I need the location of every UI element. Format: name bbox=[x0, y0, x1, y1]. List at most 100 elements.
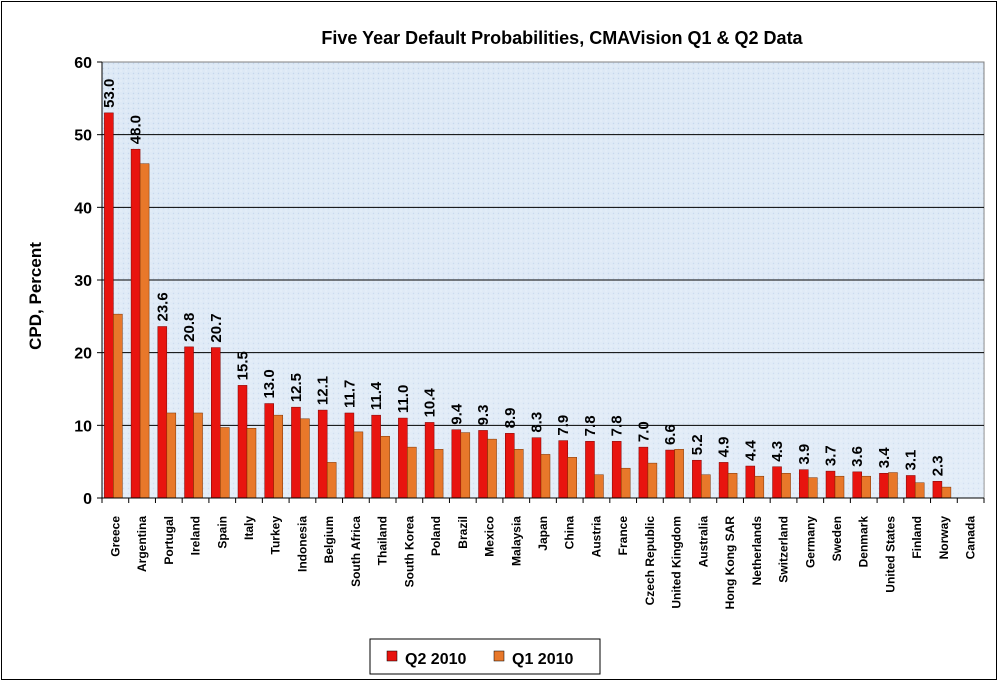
bar-q2-portugal bbox=[157, 326, 168, 499]
bar-q1-brazil bbox=[460, 432, 471, 499]
bar-q2-italy bbox=[237, 385, 248, 499]
data-label: 23.6 bbox=[154, 292, 171, 321]
bar-q1-denmark bbox=[861, 475, 871, 499]
x-tick-label: Austria bbox=[589, 516, 603, 558]
gridlines bbox=[102, 134, 984, 426]
y-tick-labels: 0 10 20 30 40 50 60 bbox=[74, 55, 92, 508]
data-label: 12.5 bbox=[288, 373, 305, 402]
x-tick-label: Netherlands bbox=[750, 516, 764, 586]
data-label: 13.0 bbox=[261, 369, 278, 398]
bar-q2-france bbox=[611, 441, 622, 499]
bar-q1-united-kingdom bbox=[674, 449, 684, 499]
data-label: 9.3 bbox=[475, 405, 492, 426]
bar-q2-united-states bbox=[879, 473, 889, 499]
bar-q2-poland bbox=[424, 422, 435, 499]
x-tick-label: Switzerland bbox=[777, 516, 791, 583]
data-label: 4.4 bbox=[742, 440, 759, 462]
bar-q1-mexico bbox=[487, 438, 497, 499]
bar-q2-denmark bbox=[852, 471, 862, 499]
x-tick-label: Brazil bbox=[456, 516, 470, 549]
data-label: 10.4 bbox=[422, 388, 439, 418]
x-tick-label: Norway bbox=[937, 516, 951, 560]
bar-q1-china bbox=[567, 457, 577, 499]
bar-q2-mexico bbox=[478, 430, 488, 499]
data-label: 12.1 bbox=[315, 376, 332, 405]
y-tick-label: 40 bbox=[74, 200, 92, 217]
x-tick-label: Belgium bbox=[322, 516, 336, 563]
y-axis-title: CPD, Percent bbox=[26, 242, 45, 350]
x-tick-label: Italy bbox=[242, 516, 256, 540]
chart-title: Five Year Default Probabilities, CMAVisi… bbox=[321, 28, 803, 48]
data-label: 20.8 bbox=[181, 313, 198, 342]
bar-q1-portugal bbox=[166, 412, 177, 499]
bar-q2-norway bbox=[932, 481, 943, 499]
data-label: 3.7 bbox=[823, 445, 840, 466]
x-tick-label: Australia bbox=[696, 516, 710, 568]
bar-q1-poland bbox=[433, 449, 444, 499]
legend-swatch-q1 bbox=[493, 650, 505, 662]
data-label: 8.3 bbox=[529, 412, 546, 433]
x-tick-label: Finland bbox=[910, 516, 924, 559]
bar-q1-austria bbox=[594, 474, 604, 499]
y-tick-label: 60 bbox=[74, 55, 92, 72]
bar-q1-argentina bbox=[139, 163, 150, 499]
bar-q2-germany bbox=[799, 469, 809, 499]
bar-q1-spain bbox=[220, 427, 230, 499]
bar-q1-italy bbox=[246, 427, 257, 499]
legend-label-q2: Q2 2010 bbox=[405, 651, 466, 668]
y-tick-label: 30 bbox=[74, 273, 92, 290]
data-label: 3.6 bbox=[849, 446, 866, 467]
x-tick-label: Spain bbox=[215, 516, 229, 549]
bar-q1-indonesia bbox=[300, 418, 310, 499]
x-tick-label: Japan bbox=[536, 516, 550, 551]
bar-q2-brazil bbox=[451, 429, 462, 499]
bar-q2-indonesia bbox=[291, 406, 301, 499]
bar-q1-japan bbox=[540, 454, 551, 499]
legend: Q2 2010 Q1 2010 bbox=[369, 638, 601, 675]
y-tick-label: 20 bbox=[74, 346, 92, 363]
x-tick-label: Thailand bbox=[376, 516, 390, 565]
x-tick-label: Turkey bbox=[269, 516, 283, 555]
data-label: 3.4 bbox=[876, 447, 893, 469]
x-tick-label: Malaysia bbox=[509, 516, 523, 566]
y-tick-label: 10 bbox=[74, 418, 92, 435]
data-label: 3.1 bbox=[903, 450, 920, 471]
data-label: 4.9 bbox=[716, 437, 733, 458]
bar-q1-switzerland bbox=[781, 473, 791, 499]
data-label: 5.2 bbox=[689, 434, 706, 455]
bar-q1-sweden bbox=[834, 475, 845, 499]
bar-q1-south-korea bbox=[407, 446, 417, 499]
bar-q2-united-kingdom bbox=[665, 449, 675, 499]
x-tick-label: Ireland bbox=[189, 516, 203, 555]
y-tick-label: 0 bbox=[83, 491, 92, 508]
x-tick-label: France bbox=[616, 516, 630, 556]
data-label: 11.0 bbox=[395, 385, 412, 413]
x-tick-labels: Greece Argentina Portugal Ireland Spain Italy… bbox=[108, 516, 977, 610]
bar-q2-spain bbox=[211, 347, 221, 499]
bar-q1-norway bbox=[941, 486, 952, 499]
bar-q2-south-korea bbox=[398, 417, 408, 499]
bar-q1-netherlands bbox=[754, 475, 765, 499]
bar-q2-hong-kong-sar bbox=[718, 462, 729, 499]
x-tick-label: Sweden bbox=[830, 516, 844, 561]
bar-q2-south-africa bbox=[344, 412, 355, 499]
x-tick-label: Poland bbox=[429, 516, 443, 556]
bar-q1-south-africa bbox=[353, 431, 364, 499]
bar-q1-ireland bbox=[193, 412, 203, 499]
bar-q2-greece bbox=[104, 112, 114, 499]
bar-q1-germany bbox=[808, 477, 818, 499]
x-tick-label: Argentina bbox=[135, 516, 149, 572]
bar-q2-austria bbox=[585, 441, 595, 499]
x-tick-label: Canada bbox=[964, 516, 978, 560]
bar-q2-turkey bbox=[264, 403, 274, 499]
data-label: 53.0 bbox=[101, 79, 118, 108]
y-tick-label: 50 bbox=[74, 128, 92, 145]
bar-q1-finland bbox=[914, 482, 925, 499]
x-tick-label: Germany bbox=[803, 516, 817, 568]
bar-q1-thailand bbox=[380, 435, 390, 499]
bar-q1-malaysia bbox=[514, 449, 524, 499]
x-tick-label: United Kingdom bbox=[670, 516, 684, 609]
bar-q1-france bbox=[620, 467, 631, 499]
